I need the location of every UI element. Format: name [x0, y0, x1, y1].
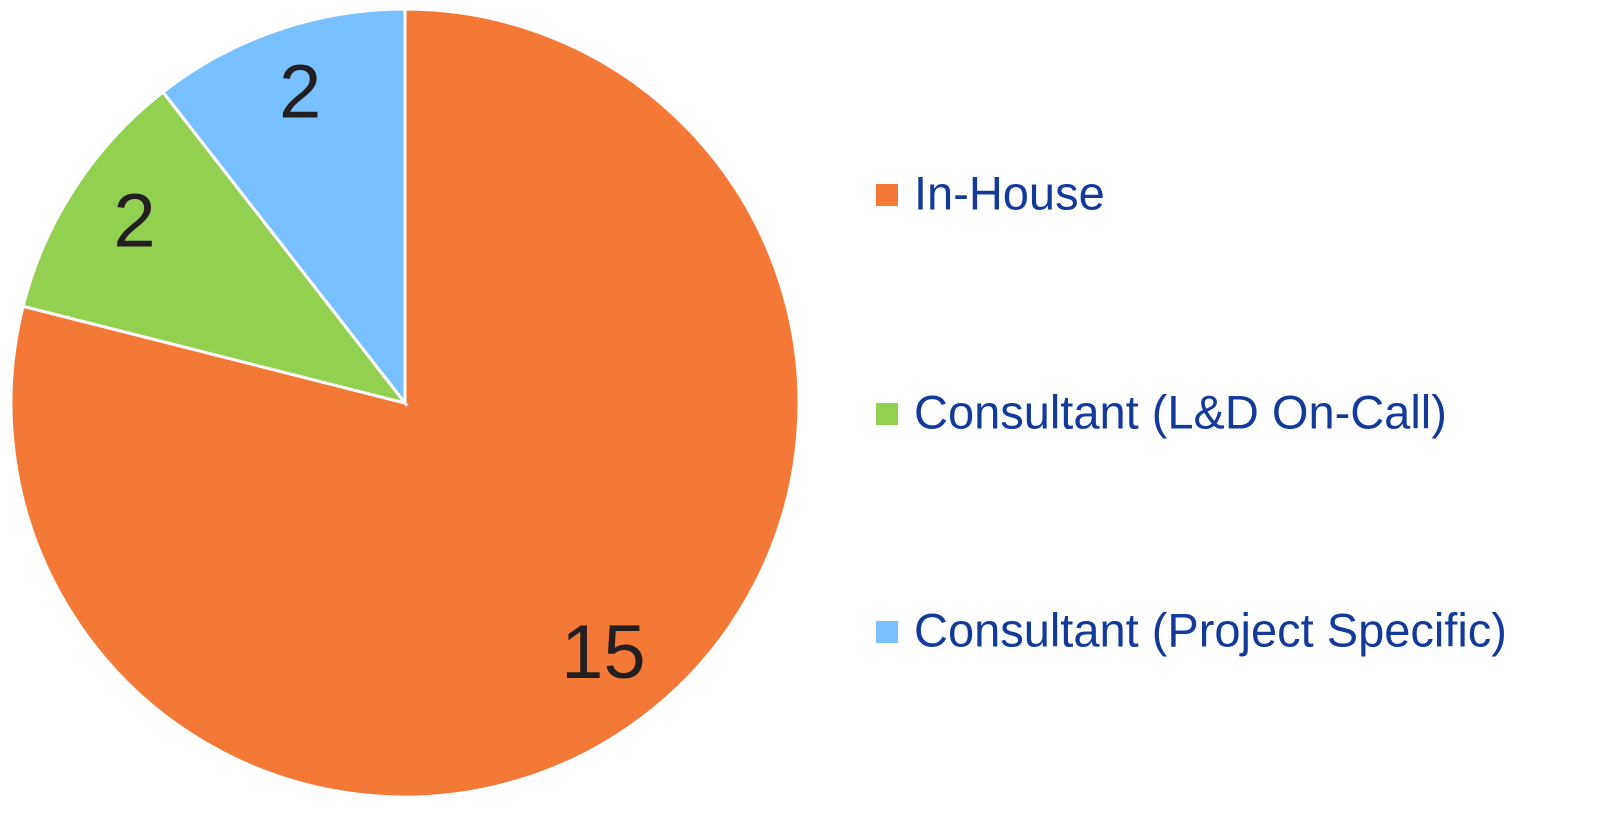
legend-swatch — [876, 403, 898, 425]
data-label: 2 — [279, 50, 321, 135]
data-label: 2 — [113, 178, 155, 263]
pie-slice — [9, 7, 801, 799]
legend-label: In-House — [914, 166, 1105, 219]
legend-label: Consultant (Project Specific) — [914, 603, 1507, 656]
data-label: 15 — [561, 610, 646, 695]
legend-swatch — [876, 621, 898, 643]
pie-slice — [160, 7, 407, 408]
legend-swatch — [876, 184, 898, 206]
legend-label: Consultant (L&D On-Call) — [914, 385, 1447, 438]
pie-slice — [21, 89, 409, 406]
